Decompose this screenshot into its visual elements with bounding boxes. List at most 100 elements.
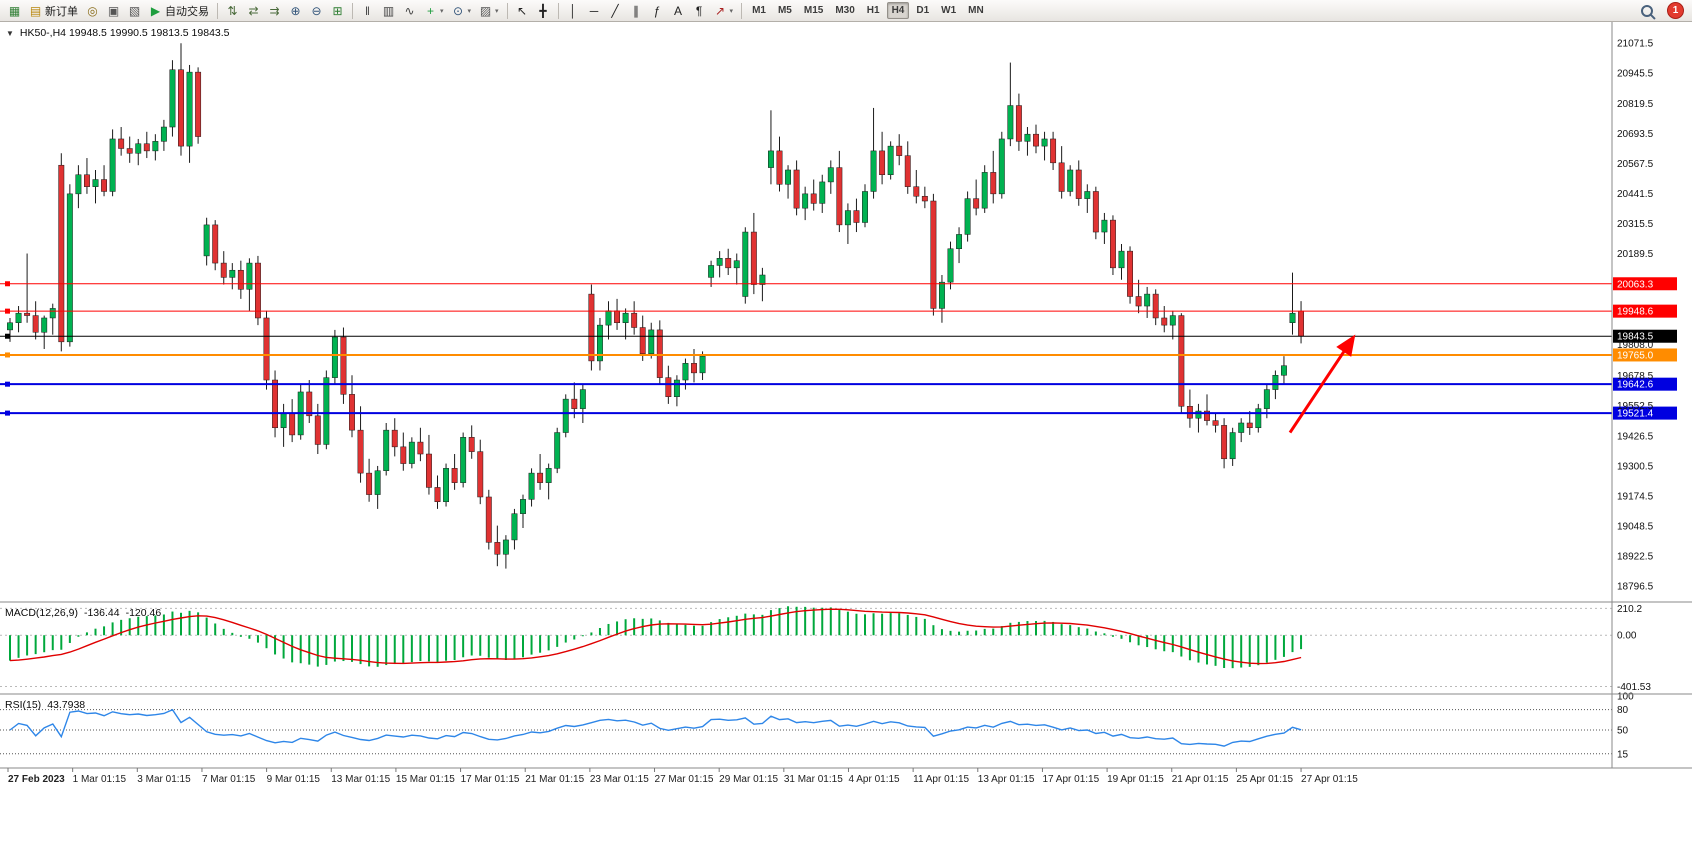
svg-text:20063.3: 20063.3 (1617, 279, 1654, 290)
price-lines[interactable]: 20063.3 19948.6 19843.5 19765.0 19642.6 19521… (0, 277, 1677, 420)
templates-button[interactable]: ▨ ▾ (475, 1, 503, 20)
vertical-line-button[interactable]: │ (563, 1, 584, 20)
strategy-tester-button[interactable]: ▧ (124, 1, 145, 20)
new-order-button[interactable]: ▤ 新订单 (25, 1, 82, 20)
timeframe-d1[interactable]: D1 (911, 2, 934, 19)
line-handle (5, 333, 10, 339)
indicator-window-button[interactable]: ⇅ (222, 1, 243, 20)
line-handle (5, 308, 10, 314)
indicators-add-button[interactable]: + ▾ (420, 1, 448, 20)
svg-text:27 Mar 01:15: 27 Mar 01:15 (655, 774, 714, 785)
svg-text:20945.5: 20945.5 (1617, 69, 1654, 80)
timeframe-m30[interactable]: M30 (830, 2, 859, 19)
price-axis: 21071.5 20945.5 20819.5 20693.5 20567.5 20441… (1617, 39, 1654, 593)
macd-pane: 210.2 0.00 -401.53 (0, 604, 1651, 693)
timeframe-m1[interactable]: M1 (747, 2, 771, 19)
line-handle (5, 381, 10, 387)
svg-text:1 Mar 01:15: 1 Mar 01:15 (73, 774, 127, 785)
svg-text:19552.5: 19552.5 (1617, 401, 1654, 412)
periods-icon: ⊙ (452, 3, 464, 18)
timeframe-h4[interactable]: H4 (886, 2, 910, 19)
chart-shift-button[interactable]: ⇄ (243, 1, 264, 20)
fibonacci-button[interactable]: ƒ (647, 1, 668, 20)
templates-caret-icon[interactable]: ▾ (495, 7, 499, 15)
chart-canvas[interactable]: 20063.3 19948.6 19843.5 19765.0 19642.6 19521… (0, 22, 1692, 850)
trend-arrow[interactable] (1288, 334, 1356, 434)
macd-label: MACD(12,26,9) (5, 607, 78, 619)
candlestick-chart-button[interactable]: ▥ (378, 1, 399, 20)
svg-text:19174.5: 19174.5 (1617, 491, 1654, 502)
rsi-header: RSI(15) 43.7938 (5, 699, 85, 711)
trendline-button[interactable]: ╱ (605, 1, 626, 20)
time-axis: 27 Feb 2023 1 Mar 01:15 3 Mar 01:15 7 Mar 0… (7, 768, 1358, 785)
crosshair-button[interactable]: ╋ (533, 1, 554, 20)
svg-text:80: 80 (1617, 705, 1629, 716)
svg-text:29 Mar 01:15: 29 Mar 01:15 (719, 774, 778, 785)
chart-area[interactable]: 20063.3 19948.6 19843.5 19765.0 19642.6 19521… (0, 22, 1692, 850)
svg-text:18796.5: 18796.5 (1617, 582, 1654, 593)
arrows-button[interactable]: ↗ ▾ (710, 1, 738, 20)
timeframe-m15[interactable]: M15 (799, 2, 828, 19)
svg-text:19808.0: 19808.0 (1617, 340, 1654, 351)
market-watch-button[interactable]: ▣ (103, 1, 124, 20)
cursor-button[interactable]: ↖ (512, 1, 533, 20)
toolbar-separator (217, 2, 218, 19)
periods-caret-icon[interactable]: ▾ (467, 7, 472, 15)
svg-text:17 Mar 01:15: 17 Mar 01:15 (461, 774, 520, 785)
notification-badge[interactable]: 1 (1667, 2, 1684, 19)
bar-chart-button[interactable]: ‖ (357, 1, 378, 20)
line-chart-button[interactable]: ∿ (399, 1, 420, 20)
auto-trading-icon: ▶ (150, 3, 161, 18)
line-chart-icon: ∿ (404, 3, 415, 18)
svg-text:20441.5: 20441.5 (1617, 189, 1654, 200)
svg-text:19521.4: 19521.4 (1617, 409, 1654, 420)
zoom-out-button[interactable]: ⊖ (306, 1, 327, 20)
auto-trading-button[interactable]: ▶ 自动交易 (145, 1, 213, 20)
svg-text:17 Apr 01:15: 17 Apr 01:15 (1042, 774, 1099, 785)
timeframe-buttons: M1 M5 M15 M30 H1 H4 D1 W1 MN (746, 2, 990, 19)
trendline-icon: ╱ (611, 3, 619, 18)
horizontal-line-button[interactable]: ─ (584, 1, 605, 20)
line-handle (5, 352, 10, 358)
toolbar-separator (506, 2, 508, 19)
indicators-add-caret-icon[interactable]: ▾ (440, 7, 444, 15)
new-order-icon: ▤ (29, 3, 42, 18)
periods-button[interactable]: ⊙ ▾ (448, 1, 476, 20)
svg-text:19048.5: 19048.5 (1617, 521, 1654, 532)
text-button[interactable]: A (668, 1, 689, 20)
search-button[interactable] (1637, 1, 1657, 20)
auto-trading-label: 自动交易 (165, 5, 209, 18)
svg-text:4 Apr 01:15: 4 Apr 01:15 (848, 774, 900, 785)
new-chart-icon: ▦ (8, 3, 21, 18)
svg-text:20189.5: 20189.5 (1617, 249, 1654, 260)
text-label-button[interactable]: ¶ (689, 1, 710, 20)
arrows-caret-icon[interactable]: ▾ (729, 7, 734, 15)
timeframe-m5[interactable]: M5 (773, 2, 797, 19)
svg-text:19 Apr 01:15: 19 Apr 01:15 (1107, 774, 1164, 785)
rsi-value: 43.7938 (47, 699, 86, 711)
svg-text:21071.5: 21071.5 (1617, 39, 1654, 50)
svg-text:20693.5: 20693.5 (1617, 129, 1654, 140)
svg-text:19678.5: 19678.5 (1617, 371, 1654, 382)
cursor-icon: ↖ (517, 3, 528, 18)
timeframe-h1[interactable]: H1 (862, 2, 885, 19)
timeframe-w1[interactable]: W1 (936, 2, 961, 19)
auto-scroll-button[interactable]: ⇉ (264, 1, 285, 20)
svg-text:100: 100 (1617, 692, 1634, 703)
svg-text:0.00: 0.00 (1617, 631, 1637, 642)
equidistant-channel-button[interactable]: ∥ (626, 1, 647, 20)
zoom-in-button[interactable]: ⊕ (285, 1, 306, 20)
symbol-collapse-icon[interactable]: ▼ (6, 28, 14, 38)
toolbar-separator (352, 2, 353, 19)
svg-text:19300.5: 19300.5 (1617, 461, 1654, 472)
svg-text:23 Mar 01:15: 23 Mar 01:15 (590, 774, 649, 785)
tile-windows-icon: ⊞ (332, 3, 343, 18)
rsi-label: RSI(15) (5, 699, 42, 711)
tile-windows-button[interactable]: ⊞ (327, 1, 348, 20)
text-label-icon: ¶ (695, 3, 703, 18)
timeframe-mn[interactable]: MN (963, 2, 989, 19)
svg-text:21 Apr 01:15: 21 Apr 01:15 (1172, 774, 1229, 785)
new-chart-button[interactable]: ▦ (4, 1, 25, 20)
chart-shift-icon: ⇄ (248, 3, 259, 18)
navigator-button[interactable]: ◎ (82, 1, 103, 20)
